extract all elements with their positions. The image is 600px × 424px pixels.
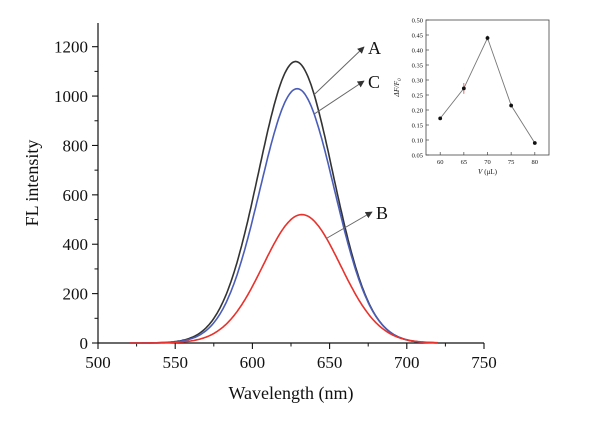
inset-x-tick-label: 70: [484, 159, 491, 166]
annotation-label-C: C: [368, 72, 380, 92]
inset-data-point: [485, 36, 490, 40]
annotation-label-A: A: [368, 38, 381, 58]
inset-y-tick-label: 0.10: [412, 137, 423, 144]
y-tick-label: 1000: [54, 87, 88, 106]
inset-data-point: [438, 116, 443, 121]
x-tick-label: 700: [394, 353, 420, 372]
inset-x-axis-title: V (μL): [478, 168, 498, 176]
x-tick-label: 500: [85, 353, 111, 372]
annotation-arrow-C: [313, 80, 365, 115]
inset-y-main: ΔF/F: [392, 81, 401, 98]
inset-data-point: [509, 103, 514, 108]
inset-x-tick-label: 60: [437, 159, 444, 166]
inset-x-tick-label: 75: [508, 159, 515, 166]
inset-y-tick-label: 0.45: [412, 32, 423, 39]
main-plot: 500 550 600 650 700 750020040060080010001200W…: [22, 23, 497, 404]
x-tick-label: 750: [471, 353, 497, 372]
y-tick-label: 0: [80, 334, 89, 353]
annotation-label-B: B: [376, 203, 388, 223]
series-line-B: [128, 213, 438, 344]
series-line-A: [128, 60, 438, 344]
series-line-C: [128, 87, 438, 344]
x-tick-label: 550: [162, 353, 188, 372]
inset-y-tick-label: 0.40: [412, 47, 423, 54]
inset-y-sub: 0: [398, 78, 403, 81]
y-tick-label: 1200: [54, 38, 88, 57]
y-tick-label: 400: [63, 235, 89, 254]
inset-y-tick-label: 0.50: [412, 17, 423, 24]
inset-y-tick-label: 0.30: [412, 77, 423, 84]
inset-y-tick-label: 0.15: [412, 122, 423, 129]
x-tick-label: 600: [240, 353, 266, 372]
inset-y-tick-label: 0.25: [412, 92, 423, 99]
inset-y-tick-label: 0.35: [412, 62, 423, 69]
y-tick-label: 800: [63, 136, 89, 155]
inset-data-point: [461, 86, 466, 91]
inset-x-tick-label: 80: [532, 159, 539, 166]
inset-data-point: [532, 141, 537, 145]
annotation-arrow-B: [326, 211, 373, 239]
inset-x-tick-label: 65: [461, 159, 468, 166]
annotation-arrow-A: [313, 46, 365, 95]
inset-y-axis-title: ΔF/F0: [392, 78, 403, 98]
inset-y-tick-label: 0.05: [412, 152, 423, 159]
x-axis-title: Wavelength (nm): [228, 383, 353, 404]
x-tick-label: 650: [317, 353, 343, 372]
y-tick-label: 600: [63, 186, 89, 205]
y-axis-title: FL intensity: [22, 140, 42, 227]
inset-y-tick-label: 0.20: [412, 107, 423, 114]
inset-x-unit: (μL): [484, 168, 497, 176]
inset-x-var: V: [478, 168, 483, 176]
inset-plot: 60 65 70 75 80 0.05 0.10 0.15 0.20 0.25 0.30 0.35 0.…: [392, 17, 550, 176]
y-tick-label: 200: [63, 285, 89, 304]
